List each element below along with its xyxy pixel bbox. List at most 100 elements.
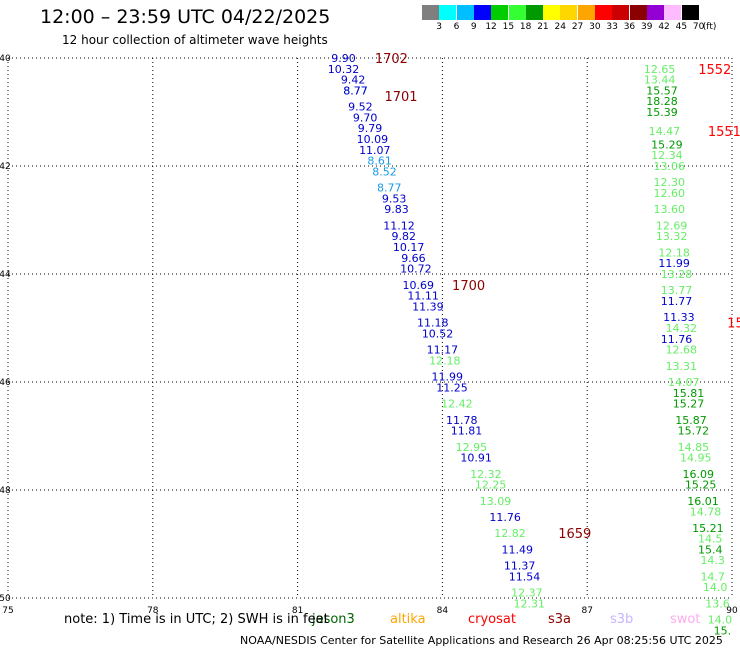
y-tick-label: -40 — [0, 54, 11, 64]
wave-height-label: 8.61 — [367, 155, 392, 168]
colorbar-label: 27 — [571, 22, 584, 32]
wave-height-label: 11.99 — [658, 257, 690, 270]
colorbar-swatch — [508, 5, 526, 20]
colorbar-label: 12 — [485, 22, 497, 32]
wave-height-label: 14.32 — [666, 322, 698, 335]
colorbar-swatch — [560, 5, 578, 20]
wave-height-label: 13.28 — [661, 268, 693, 281]
wave-height-label: 11.18 — [417, 317, 449, 330]
wave-height-label: 13.32 — [656, 230, 688, 243]
footer-credit: NOAA/NESDIS Center for Satellite Applica… — [240, 634, 723, 647]
legend-item-s3b: s3b — [610, 612, 634, 627]
track-time-label: 1552 — [698, 63, 731, 78]
wave-height-label: 15.57 — [646, 84, 678, 97]
colorbar-label: 36 — [623, 22, 636, 32]
wave-height-label: 11.81 — [451, 425, 483, 438]
wave-height-label: 11.76 — [489, 511, 521, 524]
colorbar-unit: (ft) — [702, 22, 717, 32]
wave-height-label: 14.5 — [698, 533, 723, 546]
wave-height-label: 14.0 — [708, 614, 733, 627]
wave-height-label: 11.11 — [407, 290, 439, 303]
x-tick-label: 78 — [147, 606, 159, 616]
legend-item-altika: altika — [390, 612, 426, 627]
wave-height-label: 15.4 — [698, 543, 723, 556]
colorbar-swatch — [646, 5, 664, 20]
wave-height-label: 14.7 — [700, 570, 725, 583]
wave-height-label: 12.68 — [666, 344, 698, 357]
colorbar-swatch — [629, 5, 647, 20]
track-time-label: 1659 — [558, 527, 591, 542]
colorbar-swatch — [543, 5, 561, 20]
wave-height-label: 12.37 — [511, 587, 543, 600]
colorbar-label: 39 — [641, 22, 653, 32]
y-tick-label: -44 — [0, 270, 11, 280]
wave-height-label: 11.12 — [383, 219, 415, 232]
wave-height-label: 15.21 — [692, 522, 724, 535]
colorbar-swatch — [422, 5, 439, 20]
colorbar-label: 45 — [675, 22, 688, 32]
wave-height-label: 11.39 — [412, 300, 444, 313]
wave-height-label: 13.06 — [654, 160, 686, 173]
x-tick-label: 84 — [437, 606, 449, 616]
legend-item-swot: swot — [670, 612, 701, 627]
wave-height-label: 12.30 — [654, 176, 686, 189]
wave-height-label: 12.65 — [644, 63, 676, 76]
wave-height-label: 18.28 — [646, 95, 678, 108]
y-tick-label: -46 — [0, 378, 11, 388]
wave-height-label: 13.77 — [661, 284, 693, 297]
legend-item-jason3: jason3 — [312, 612, 355, 627]
track-time-label: 1551 — [708, 125, 740, 140]
wave-height-label: 14.47 — [649, 125, 681, 138]
wave-height-label: 12.18 — [658, 246, 690, 259]
wave-height-label: 9.53 — [382, 192, 407, 205]
wave-height-label: 10.17 — [393, 241, 425, 254]
wave-height-label: 13.09 — [480, 495, 512, 508]
colorbar-label: 9 — [470, 22, 477, 32]
colorbar-label: 42 — [658, 22, 670, 32]
wave-height-label: 12.82 — [494, 527, 526, 540]
wave-height-label: 13.31 — [666, 360, 698, 373]
y-tick-label: -48 — [0, 486, 11, 496]
wave-height-label: 11.76 — [661, 333, 693, 346]
wave-height-label: 15.39 — [646, 106, 678, 119]
wave-height-label: 11.17 — [427, 344, 459, 357]
wave-height-label: 14.3 — [700, 554, 725, 567]
wave-height-label: 9.82 — [392, 230, 417, 243]
wave-height-label: 11.78 — [446, 414, 478, 427]
y-tick-label: -50 — [0, 594, 11, 604]
wave-height-label: 12.25 — [475, 479, 507, 492]
colorbar-swatch — [473, 5, 491, 20]
wave-height-label: 11.37 — [504, 560, 536, 573]
wave-height-label: 10.32 — [328, 63, 360, 76]
wave-height-label: 16.09 — [682, 468, 714, 481]
chart-title: 12:00 – 23:59 UTC 04/22/2025 — [40, 6, 331, 28]
wave-height-label: 10.91 — [460, 452, 492, 465]
wave-height-label: 9.83 — [384, 203, 409, 216]
wave-height-label: 15.87 — [675, 414, 707, 427]
wave-height-label: 9.90 — [331, 52, 356, 65]
wave-height-label: 11.25 — [436, 381, 468, 394]
wave-height-label: 9.66 — [401, 252, 426, 265]
x-tick-label: 75 — [2, 606, 13, 616]
colorbar-label: 70 — [692, 22, 705, 32]
wave-height-label: 14.95 — [680, 452, 712, 465]
wave-height-label: 8.77 — [343, 84, 368, 97]
colorbar-swatch — [595, 5, 612, 20]
wave-height-label: 8.77 — [343, 84, 368, 97]
colorbar-swatch — [439, 5, 457, 20]
wave-height-label: 10.09 — [357, 133, 389, 146]
wave-height-label: 14.85 — [678, 441, 710, 454]
wave-height-label: 9.42 — [341, 74, 366, 87]
wave-height-label: 11.77 — [661, 295, 693, 308]
colorbar-swatch — [491, 5, 509, 20]
colorbar-label: 24 — [554, 22, 566, 32]
colorbar-label: 21 — [537, 22, 549, 32]
x-tick-label: 90 — [726, 606, 738, 616]
colorbar-swatch — [681, 5, 699, 20]
colorbar-label: 6 — [453, 22, 460, 32]
wave-height-label: 10.72 — [400, 263, 432, 276]
wave-height-label: 12.31 — [514, 597, 546, 610]
wave-height-label: 9.52 — [348, 101, 373, 114]
wave-height-label: 15.72 — [678, 425, 710, 438]
wave-height-label: 15.81 — [673, 387, 705, 400]
